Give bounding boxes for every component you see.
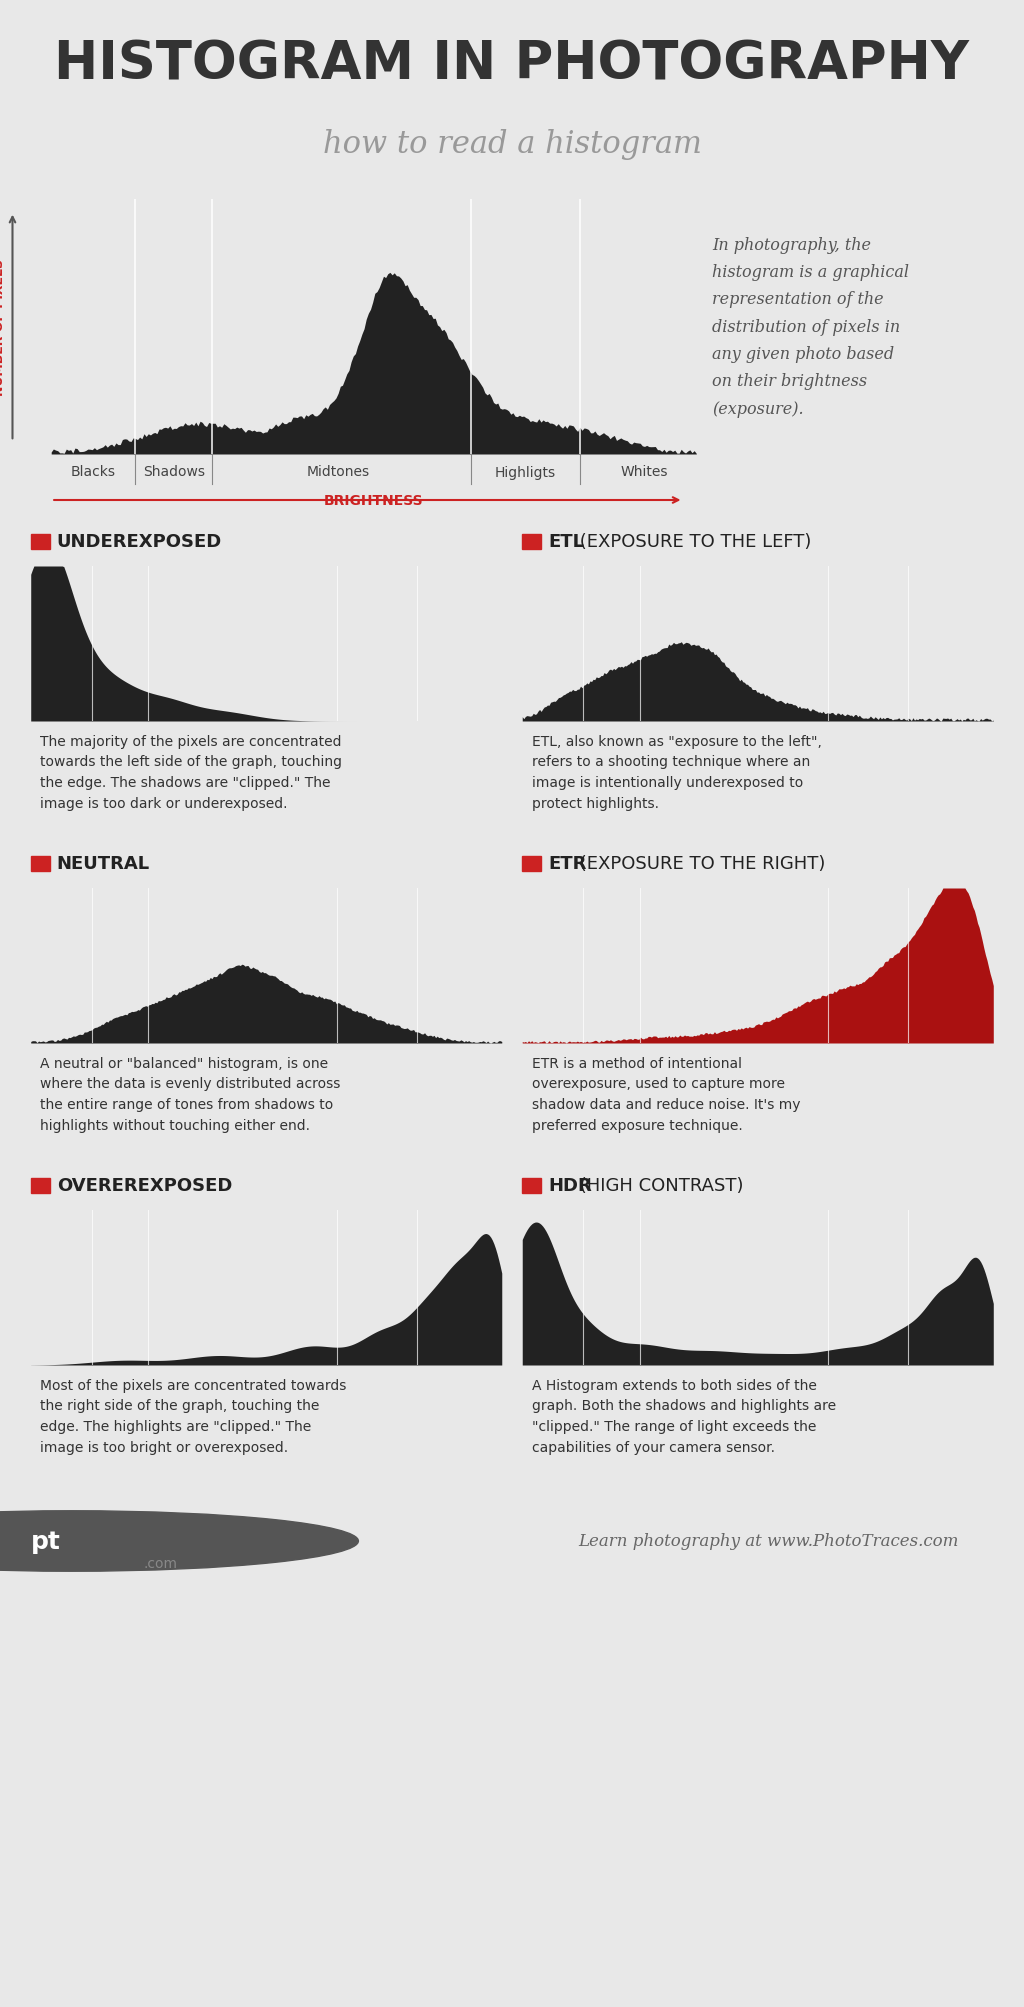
Text: HISTOGRAM IN PHOTOGRAPHY: HISTOGRAM IN PHOTOGRAPHY <box>54 38 970 90</box>
Text: Blacks: Blacks <box>71 466 116 480</box>
Text: ETL: ETL <box>548 532 584 550</box>
Bar <box>31 1178 49 1192</box>
Text: UNDEREXPOSED: UNDEREXPOSED <box>56 532 222 550</box>
Text: pt: pt <box>31 1529 61 1553</box>
Bar <box>522 857 541 871</box>
Text: The majority of the pixels are concentrated
towards the left side of the graph, : The majority of the pixels are concentra… <box>40 735 342 811</box>
Text: Midtones: Midtones <box>307 466 370 480</box>
Text: A neutral or "balanced" histogram, is one
where the data is evenly distributed a: A neutral or "balanced" histogram, is on… <box>40 1056 341 1132</box>
Text: ETL, also known as "exposure to the left",
refers to a shooting technique where : ETL, also known as "exposure to the left… <box>531 735 821 811</box>
Text: .com: .com <box>143 1555 177 1569</box>
Circle shape <box>0 1511 358 1571</box>
Text: (EXPOSURE TO THE LEFT): (EXPOSURE TO THE LEFT) <box>573 532 811 550</box>
Bar <box>522 534 541 550</box>
Text: Shadows: Shadows <box>142 466 205 480</box>
Text: NEUTRAL: NEUTRAL <box>56 855 150 873</box>
Text: Learn photography at www.PhotoTraces.com: Learn photography at www.PhotoTraces.com <box>578 1533 958 1549</box>
Text: ETR is a method of intentional
overexposure, used to capture more
shadow data an: ETR is a method of intentional overexpos… <box>531 1056 800 1132</box>
Text: (EXPOSURE TO THE RIGHT): (EXPOSURE TO THE RIGHT) <box>573 855 825 873</box>
Bar <box>31 534 49 550</box>
Text: In photography, the
histogram is a graphical
representation of the
distribution : In photography, the histogram is a graph… <box>713 237 909 417</box>
Text: how to read a histogram: how to read a histogram <box>323 128 701 161</box>
Text: Most of the pixels are concentrated towards
the right side of the graph, touchin: Most of the pixels are concentrated towa… <box>40 1379 346 1453</box>
Text: NUMBER OF PIXELS: NUMBER OF PIXELS <box>0 259 6 395</box>
Text: Whites: Whites <box>621 466 669 480</box>
Text: (HIGH CONTRAST): (HIGH CONTRAST) <box>573 1176 743 1194</box>
Text: ETR: ETR <box>548 855 587 873</box>
Bar <box>522 1178 541 1192</box>
Bar <box>31 857 49 871</box>
Text: A Histogram extends to both sides of the
graph. Both the shadows and highlights : A Histogram extends to both sides of the… <box>531 1379 836 1453</box>
Text: OVEREREXPOSED: OVEREREXPOSED <box>56 1176 232 1194</box>
Text: BRIGHTNESS: BRIGHTNESS <box>324 494 424 508</box>
Text: Highligts: Highligts <box>495 466 556 480</box>
Text: phototraces: phototraces <box>143 1527 256 1545</box>
Text: HDR: HDR <box>548 1176 592 1194</box>
